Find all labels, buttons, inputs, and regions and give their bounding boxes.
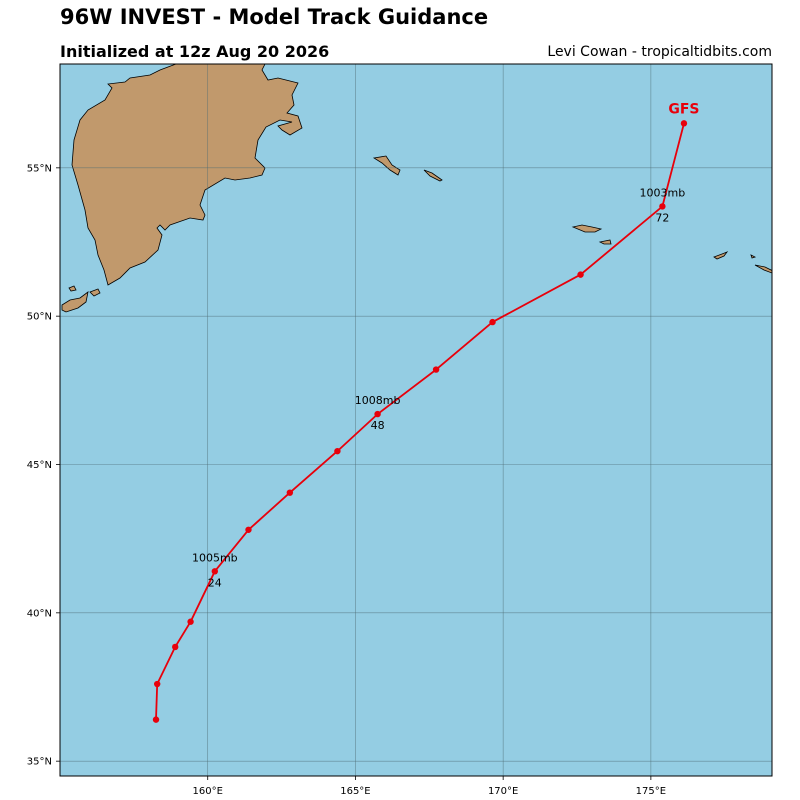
track-line	[155, 123, 685, 720]
track-point	[489, 318, 496, 326]
series-label-gfs: GFS	[668, 101, 699, 117]
x-tick-label: 175°E	[636, 786, 666, 797]
track-point	[659, 203, 666, 210]
y-tick-label: 50°N	[27, 312, 52, 323]
kuril-island	[89, 288, 101, 297]
track-point	[153, 680, 161, 688]
aleutian-island	[598, 239, 612, 245]
track-point	[245, 526, 252, 533]
y-tick-label: 55°N	[27, 163, 52, 174]
pressure-label: 1005mb	[192, 551, 238, 564]
y-tick-label: 40°N	[27, 608, 52, 619]
forecast-hour-label: 72	[655, 211, 669, 224]
credit-text: Levi Cowan - tropicaltidbits.com	[547, 44, 772, 60]
init-time-subtitle: Initialized at 12z Aug 20 2026	[60, 42, 330, 61]
aleutian-island	[750, 254, 757, 259]
y-tick-label: 45°N	[27, 460, 52, 471]
axis-ticks: 160°E 165°E 170°E 175°E 35°N 40°N 45°N 50°N 55°N	[27, 163, 666, 797]
pressure-label: 1008mb	[355, 394, 401, 407]
track-point	[211, 568, 219, 575]
kuril-island	[61, 291, 89, 313]
track-point	[680, 120, 688, 127]
graticule	[60, 64, 772, 776]
gfs-track	[152, 120, 688, 723]
track-point	[286, 489, 294, 496]
y-tick-label: 35°N	[27, 757, 52, 768]
forecast-hour-label: 24	[208, 576, 222, 589]
aleutian-island	[571, 224, 603, 233]
track-point	[577, 271, 584, 278]
track-point	[187, 618, 194, 625]
track-point	[172, 643, 179, 651]
aleutian-island	[713, 251, 729, 260]
track-point	[334, 447, 341, 455]
kuril-island	[68, 285, 77, 292]
x-tick-label: 165°E	[340, 786, 370, 797]
plot-frame	[59, 63, 773, 777]
land-layer	[61, 64, 772, 313]
commander-island	[423, 169, 443, 182]
track-point	[374, 410, 381, 418]
map-title: 96W INVEST - Model Track Guidance	[60, 5, 489, 29]
commander-island	[372, 155, 401, 176]
x-tick-label: 160°E	[193, 786, 223, 797]
track-point	[432, 366, 440, 373]
kamchatka-peninsula	[71, 64, 303, 286]
x-tick-label: 170°E	[488, 786, 518, 797]
aleutian-island	[754, 264, 772, 274]
forecast-hour-label: 48	[371, 419, 385, 432]
track-annotations: 1005mb 24 1008mb 48 1003mb 72	[192, 186, 685, 589]
track-point	[152, 716, 160, 723]
pressure-label: 1003mb	[640, 186, 686, 199]
